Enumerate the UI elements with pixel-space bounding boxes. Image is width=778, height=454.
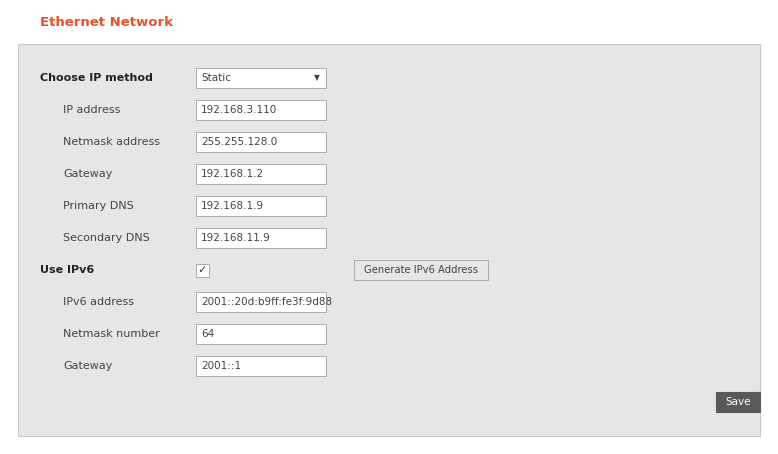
Text: Primary DNS: Primary DNS bbox=[63, 201, 134, 211]
FancyBboxPatch shape bbox=[716, 392, 760, 412]
Text: ✓: ✓ bbox=[198, 265, 207, 275]
Text: Use IPv6: Use IPv6 bbox=[40, 265, 94, 275]
Text: IPv6 address: IPv6 address bbox=[63, 297, 134, 307]
Text: IP address: IP address bbox=[63, 105, 121, 115]
Text: 192.168.11.9: 192.168.11.9 bbox=[201, 233, 271, 243]
FancyBboxPatch shape bbox=[354, 260, 488, 280]
FancyBboxPatch shape bbox=[196, 356, 326, 376]
Text: 192.168.3.110: 192.168.3.110 bbox=[201, 105, 277, 115]
Text: 192.168.1.2: 192.168.1.2 bbox=[201, 169, 264, 179]
Text: Secondary DNS: Secondary DNS bbox=[63, 233, 149, 243]
FancyBboxPatch shape bbox=[196, 164, 326, 184]
Text: 255.255.128.0: 255.255.128.0 bbox=[201, 137, 277, 147]
Text: Ethernet Network: Ethernet Network bbox=[40, 15, 173, 29]
FancyBboxPatch shape bbox=[196, 292, 326, 312]
FancyBboxPatch shape bbox=[196, 100, 326, 120]
FancyBboxPatch shape bbox=[196, 263, 209, 276]
FancyBboxPatch shape bbox=[18, 44, 760, 436]
FancyBboxPatch shape bbox=[196, 196, 326, 216]
FancyBboxPatch shape bbox=[196, 228, 326, 248]
Text: Gateway: Gateway bbox=[63, 361, 112, 371]
Text: Netmask number: Netmask number bbox=[63, 329, 159, 339]
FancyBboxPatch shape bbox=[196, 324, 326, 344]
Text: Save: Save bbox=[725, 397, 751, 407]
FancyBboxPatch shape bbox=[196, 132, 326, 152]
Text: 2001::1: 2001::1 bbox=[201, 361, 241, 371]
Text: ▼: ▼ bbox=[314, 74, 320, 83]
Text: Netmask address: Netmask address bbox=[63, 137, 160, 147]
Text: Generate IPv6 Address: Generate IPv6 Address bbox=[364, 265, 478, 275]
FancyBboxPatch shape bbox=[196, 68, 326, 88]
Text: 2001::20d:b9ff:fe3f:9d88: 2001::20d:b9ff:fe3f:9d88 bbox=[201, 297, 332, 307]
Text: 192.168.1.9: 192.168.1.9 bbox=[201, 201, 264, 211]
Text: 64: 64 bbox=[201, 329, 214, 339]
Text: Choose IP method: Choose IP method bbox=[40, 73, 152, 83]
Text: Static: Static bbox=[201, 73, 231, 83]
Text: Gateway: Gateway bbox=[63, 169, 112, 179]
